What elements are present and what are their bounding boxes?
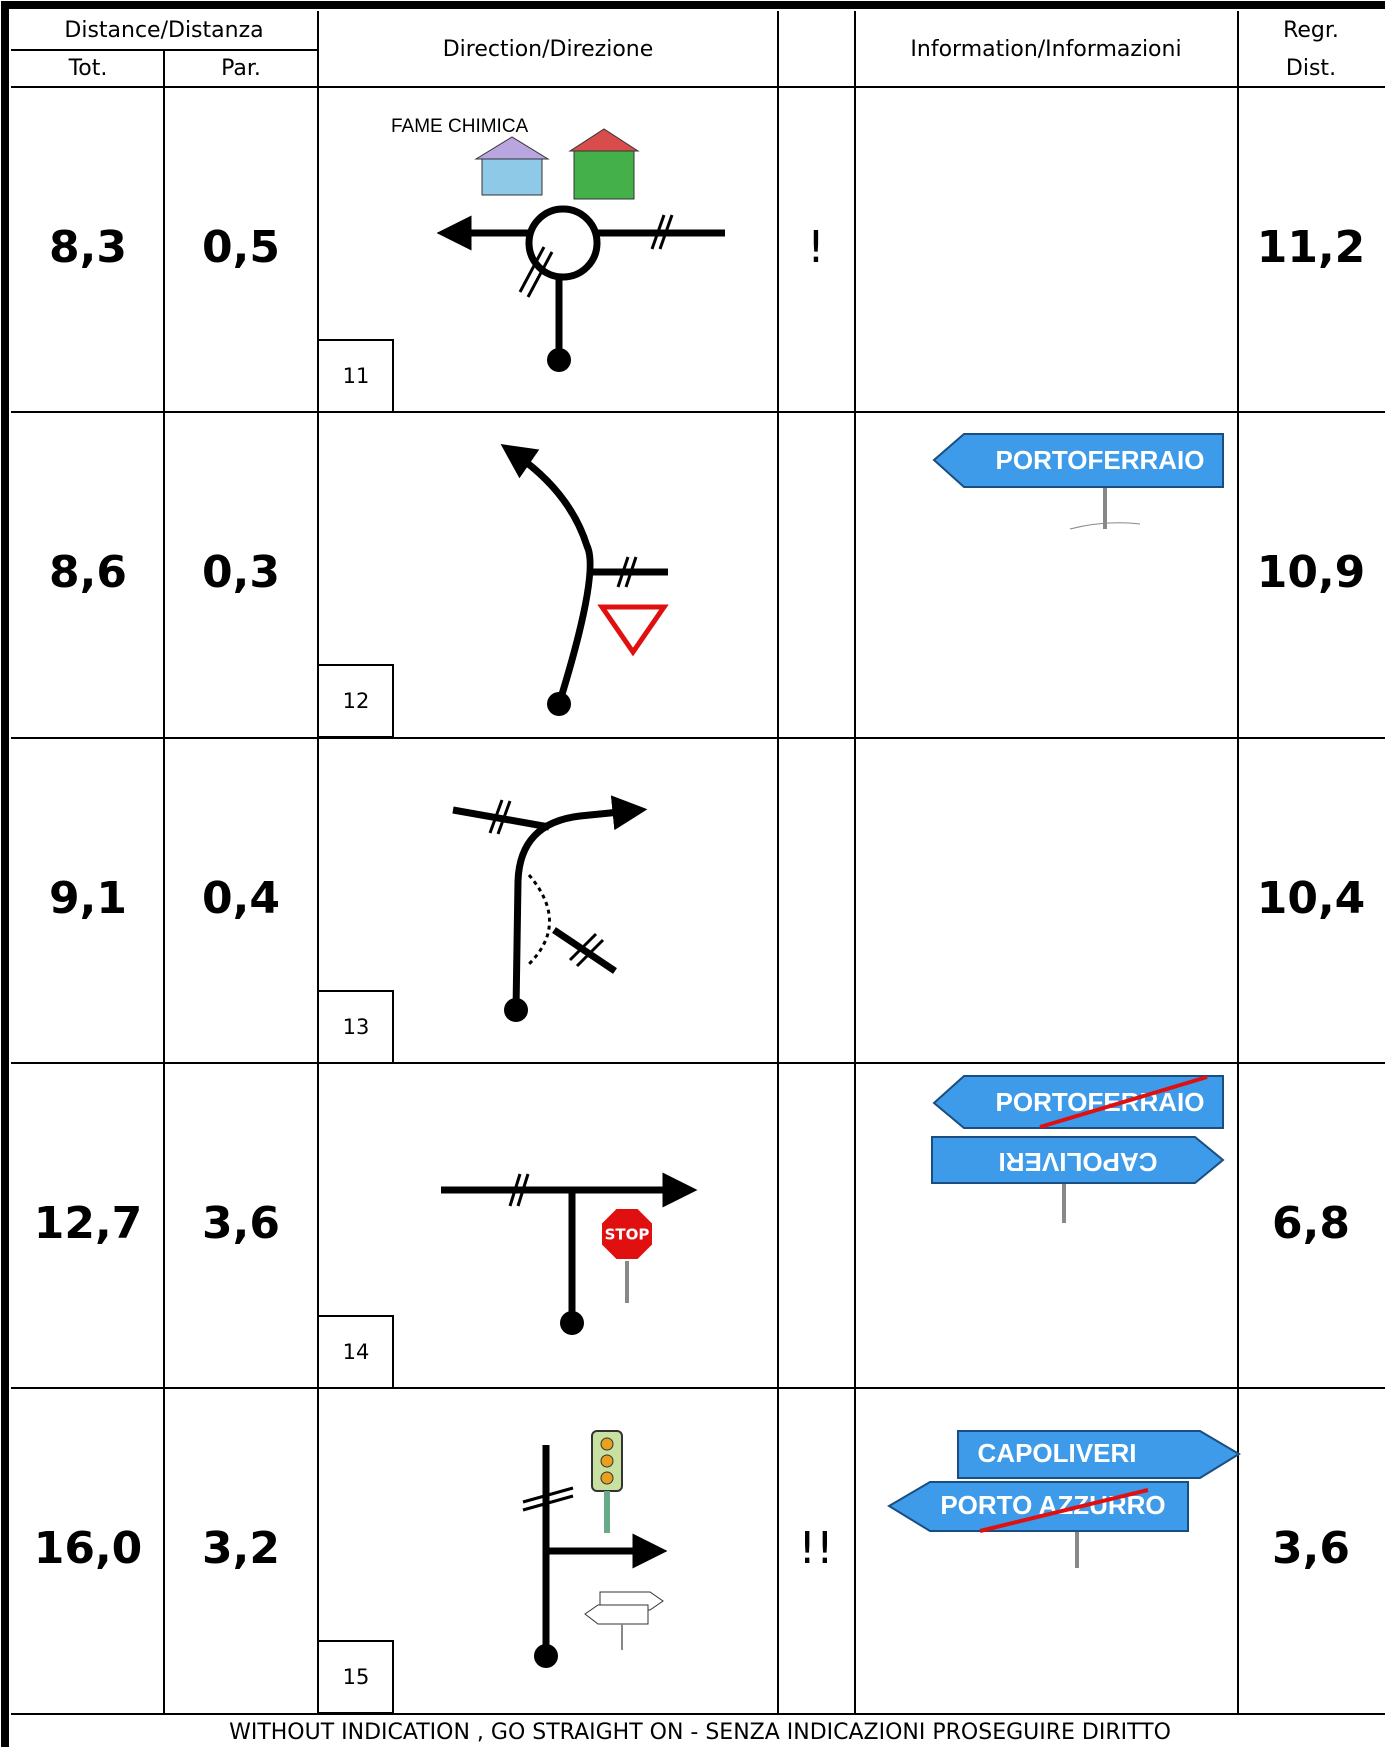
tot: 9,1 <box>49 873 127 924</box>
row: 8,3 0,5 ! 11,2 11 FAME CHIMICA <box>49 116 1366 413</box>
sign-text: PORTOFERRAIO <box>996 445 1205 475</box>
row: 9,1 0,4 10,4 13 <box>49 795 1366 1064</box>
regr: 10,9 <box>1257 547 1366 598</box>
note-number: 15 <box>343 1665 370 1689</box>
footer-note: WITHOUT INDICATION , GO STRAIGHT ON - SE… <box>229 1720 1171 1745</box>
regr: 6,8 <box>1272 1198 1350 1249</box>
header-information: Information/Informazioni <box>910 37 1181 62</box>
tot: 8,3 <box>49 222 127 273</box>
header-distance: Distance/Distanza <box>64 18 263 43</box>
tot: 12,7 <box>34 1198 143 1249</box>
header-dist: Dist. <box>1286 56 1336 81</box>
header-par: Par. <box>221 56 261 81</box>
row: 12,7 3,6 6,8 14 STOP PORTOFERRAIO CAPOLI… <box>34 1075 1350 1389</box>
tot: 8,6 <box>49 547 127 598</box>
note-number: 13 <box>343 1015 370 1039</box>
buildings-icon <box>474 128 640 200</box>
landmark-label: FAME CHIMICA <box>391 116 529 137</box>
par: 0,5 <box>202 222 280 273</box>
alert: ! <box>807 222 825 273</box>
row: 16,0 3,2 !! 3,6 15 CAPOLIVERI PORTO AZZU… <box>34 1430 1350 1714</box>
regr: 10,4 <box>1257 873 1366 924</box>
par: 3,6 <box>202 1198 280 1249</box>
par: 0,3 <box>202 547 280 598</box>
note-number: 11 <box>343 364 370 388</box>
sign-text: PORTOFERRAIO <box>996 1087 1205 1117</box>
par: 3,2 <box>202 1523 280 1574</box>
tot: 16,0 <box>34 1523 143 1574</box>
regr: 11,2 <box>1257 222 1366 273</box>
row: 8,6 0,3 10,9 12 PORTOFERRAIO <box>49 433 1366 738</box>
alert: !! <box>798 1523 833 1574</box>
svg-text:STOP: STOP <box>605 1226 650 1244</box>
par: 0,4 <box>202 873 280 924</box>
header-direction: Direction/Direzione <box>443 37 654 62</box>
sign-text: CAPOLIVERI <box>978 1438 1137 1468</box>
regr: 3,6 <box>1272 1523 1350 1574</box>
header-tot: Tot. <box>68 56 108 81</box>
header-regr: Regr. <box>1283 18 1339 43</box>
sign-text: CAPOLIVERI <box>999 1147 1158 1177</box>
note-number: 14 <box>343 1340 370 1364</box>
note-number: 12 <box>343 689 370 713</box>
